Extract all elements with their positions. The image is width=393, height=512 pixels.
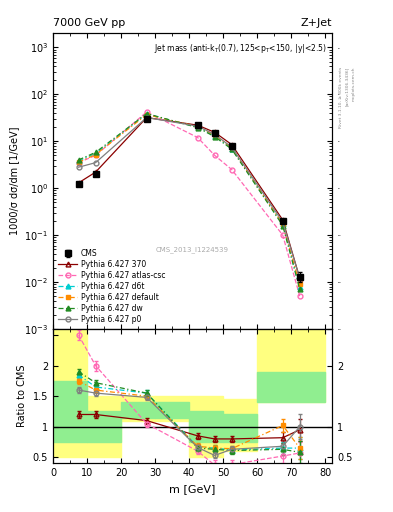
Pythia 6.427 370 xyxy=(76,180,81,186)
Pythia 6.427 d6t xyxy=(93,151,98,157)
Pythia 6.427 atlas-csc xyxy=(76,160,81,166)
Pythia 6.427 d6t xyxy=(76,158,81,164)
Pythia 6.427 d6t xyxy=(195,124,200,130)
Pythia 6.427 dw xyxy=(144,111,149,117)
Pythia 6.427 d6t xyxy=(280,221,285,227)
Pythia 6.427 d6t xyxy=(298,284,302,290)
Pythia 6.427 atlas-csc xyxy=(280,232,285,238)
Pythia 6.427 default xyxy=(195,123,200,130)
Bar xyxy=(223,399,257,451)
Pythia 6.427 default xyxy=(212,132,217,138)
Bar xyxy=(155,396,189,420)
Pythia 6.427 370 xyxy=(298,275,302,282)
Pythia 6.427 atlas-csc xyxy=(230,166,234,173)
Bar xyxy=(257,329,325,402)
Pythia 6.427 default xyxy=(280,221,285,227)
Bar xyxy=(223,415,257,442)
Line: Pythia 6.427 d6t: Pythia 6.427 d6t xyxy=(76,112,302,289)
Line: Pythia 6.427 dw: Pythia 6.427 dw xyxy=(76,111,302,292)
Pythia 6.427 dw xyxy=(230,146,234,152)
Pythia 6.427 370 xyxy=(195,122,200,129)
Bar xyxy=(53,329,87,457)
Pythia 6.427 370 xyxy=(230,141,234,147)
Line: Pythia 6.427 370: Pythia 6.427 370 xyxy=(76,115,302,281)
Bar xyxy=(257,372,325,402)
Text: CMS_2013_I1224539: CMS_2013_I1224539 xyxy=(156,246,229,252)
Bar xyxy=(155,402,189,418)
Pythia 6.427 dw xyxy=(195,124,200,131)
Pythia 6.427 default xyxy=(144,112,149,118)
Bar xyxy=(87,396,121,457)
Pythia 6.427 p0 xyxy=(93,160,98,166)
Pythia 6.427 p0 xyxy=(76,164,81,170)
Pythia 6.427 dw xyxy=(93,150,98,156)
Text: Jet mass (anti-k$_{\rm T}$(0.7), 125<p$_{\rm T}$<150, |y|<2.5): Jet mass (anti-k$_{\rm T}$(0.7), 125<p$_… xyxy=(154,42,327,55)
Pythia 6.427 dw xyxy=(280,222,285,228)
Pythia 6.427 d6t xyxy=(230,145,234,152)
Pythia 6.427 atlas-csc xyxy=(298,293,302,299)
Line: Pythia 6.427 default: Pythia 6.427 default xyxy=(76,112,302,287)
Pythia 6.427 p0 xyxy=(280,219,285,225)
Pythia 6.427 370 xyxy=(212,129,217,135)
Text: Z+Jet: Z+Jet xyxy=(301,18,332,28)
Bar xyxy=(189,396,223,457)
Bar xyxy=(121,396,155,420)
Y-axis label: 1000/σ dσ/dm [1/GeV]: 1000/σ dσ/dm [1/GeV] xyxy=(9,127,18,236)
Pythia 6.427 atlas-csc xyxy=(144,109,149,115)
Pythia 6.427 atlas-csc xyxy=(195,135,200,141)
Y-axis label: Ratio to CMS: Ratio to CMS xyxy=(17,365,27,428)
Pythia 6.427 default xyxy=(298,281,302,287)
Pythia 6.427 atlas-csc xyxy=(93,152,98,158)
Pythia 6.427 p0 xyxy=(212,132,217,138)
Pythia 6.427 d6t xyxy=(144,111,149,117)
Text: mcplots.cern.ch: mcplots.cern.ch xyxy=(351,67,355,101)
Text: [arXiv:1306.3436]: [arXiv:1306.3436] xyxy=(345,67,349,106)
Pythia 6.427 p0 xyxy=(195,123,200,129)
Text: 7000 GeV pp: 7000 GeV pp xyxy=(53,18,125,28)
Pythia 6.427 p0 xyxy=(144,115,149,121)
Bar xyxy=(189,412,223,442)
Line: Pythia 6.427 atlas-csc: Pythia 6.427 atlas-csc xyxy=(76,110,302,298)
Pythia 6.427 default xyxy=(93,152,98,158)
Pythia 6.427 dw xyxy=(212,134,217,140)
Text: Rivet 3.1.10, ≥ 300k events: Rivet 3.1.10, ≥ 300k events xyxy=(339,67,343,128)
Pythia 6.427 default xyxy=(76,159,81,165)
Pythia 6.427 370 xyxy=(93,169,98,175)
X-axis label: m [GeV]: m [GeV] xyxy=(169,484,216,494)
Bar xyxy=(121,402,155,418)
Pythia 6.427 dw xyxy=(298,286,302,292)
Pythia 6.427 dw xyxy=(76,157,81,163)
Pythia 6.427 default xyxy=(230,145,234,151)
Bar xyxy=(53,381,87,442)
Pythia 6.427 370 xyxy=(280,217,285,223)
Bar xyxy=(87,412,121,442)
Line: Pythia 6.427 p0: Pythia 6.427 p0 xyxy=(76,115,302,281)
Pythia 6.427 p0 xyxy=(298,275,302,282)
Legend: CMS, Pythia 6.427 370, Pythia 6.427 atlas-csc, Pythia 6.427 d6t, Pythia 6.427 de: CMS, Pythia 6.427 370, Pythia 6.427 atla… xyxy=(57,248,167,325)
Pythia 6.427 atlas-csc xyxy=(212,152,217,158)
Pythia 6.427 370 xyxy=(144,115,149,121)
Pythia 6.427 d6t xyxy=(212,133,217,139)
Pythia 6.427 p0 xyxy=(230,144,234,150)
